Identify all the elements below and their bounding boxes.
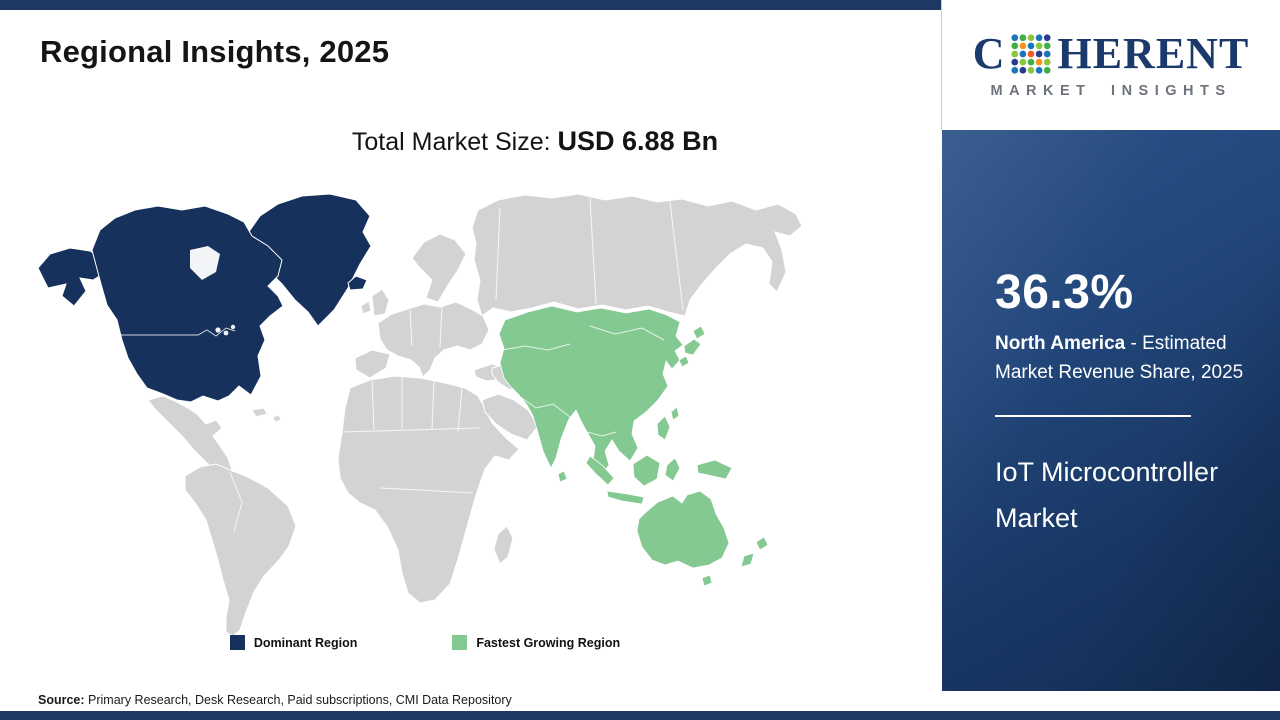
logo-wordmark: C HERENT [972,28,1250,78]
map-island-sumatra [585,455,615,486]
map-island-borneo [632,454,661,487]
map-region-asia-mainland [498,305,684,477]
border-russia-1 [495,207,501,301]
sidebar-divider-line [995,415,1191,417]
map-region-mexico-central-america [147,395,233,481]
map-country-greenland [247,193,372,327]
border-africa-1 [371,380,375,431]
great-lake-2 [223,330,229,336]
market-size-value: USD 6.88 Bn [557,126,719,156]
map-region-alaska [37,247,107,307]
legend-item-fastest-growing: Fastest Growing Region [452,635,620,650]
map-island-tasmania [701,574,713,587]
company-logo: C HERENT MARKET INSIGHTS [942,0,1280,130]
map-country-sri-lanka [557,470,568,483]
border-russia-2 [589,197,597,305]
border-indochina [586,431,617,437]
market-size-label: Total Market Size: [351,128,551,156]
border-africa-3 [431,378,435,430]
border-russia-3 [669,201,684,311]
map-water-features [190,246,236,336]
legend-swatch-dominant [229,635,245,650]
legend-label-dominant: Dominant Region [253,635,358,650]
top-accent-bar [0,0,941,10]
border-south-america [229,471,243,533]
hudson-bay [190,246,220,280]
map-island-kyushu [678,355,690,368]
map-land-other-regions [147,193,803,637]
map-island-nz-north [755,536,769,551]
map-region-europe-mainland [377,301,490,378]
border-india-north [518,395,571,418]
map-region-north-america [37,193,372,403]
market-share-region: North America [995,333,1126,354]
border-usa-canada [118,327,236,337]
map-island-hokkaido [692,325,706,340]
map-country-russia [471,193,803,317]
market-name: IoT Microcontroller Market [995,457,1219,534]
map-country-uk [371,288,390,317]
map-country-spain [354,349,391,379]
map-island-honshu [683,338,702,356]
market-share-description: North America - Estimated Market Revenue… [995,330,1253,387]
market-share-desc-text: - Estimated Market Revenue Share, 2025 [995,333,1244,383]
border-africa-central [379,487,474,494]
border-china-mongolia [589,325,665,341]
map-country-philippines [656,415,671,441]
map-region-arabia [481,393,539,441]
border-europe-2 [439,305,443,349]
map-region-asia-pacific [498,305,769,587]
highlight-sidebar: 36.3% North America - Estimated Market R… [942,130,1280,691]
market-size-heading: Total Market Size: USD 6.88 Bn [130,126,940,157]
border-africa-sahel [341,427,481,433]
logo-letter-c: C [972,28,1006,78]
map-country-madagascar [493,525,514,565]
map-legend: Dominant Region Fastest Growing Region [30,635,820,650]
map-region-south-america [184,463,297,637]
legend-item-dominant: Dominant Region [229,635,358,650]
market-share-value: 36.3% [995,266,1134,319]
map-region-canada-usa [91,205,284,403]
map-island-java [606,490,645,505]
page-title: Regional Insights, 2025 [40,34,390,69]
logo-letters-herent: HERENT [1057,28,1250,78]
source-label: Source: [38,693,85,707]
border-europe-1 [409,309,413,347]
logo-dot-o [1011,33,1052,74]
map-country-borders [118,197,684,533]
source-note: Source: Primary Research, Desk Research,… [38,693,512,707]
great-lake-1 [215,327,221,333]
map-island-new-guinea [696,459,733,480]
great-lake-3 [230,324,236,330]
legend-label-fastest-growing: Fastest Growing Region [476,635,621,650]
border-kazakhstan-south [501,343,571,351]
map-island-sulawesi [664,457,681,482]
map-country-taiwan [670,406,680,421]
logo-divider-line [941,0,942,130]
logo-tagline: MARKET INSIGHTS [990,82,1232,99]
bottom-accent-bar [0,711,1280,720]
map-country-scandinavia [411,233,467,303]
world-map [37,193,803,637]
border-africa-4 [457,386,463,433]
map-country-iceland [347,275,368,291]
source-text: Primary Research, Desk Research, Paid su… [84,693,512,707]
map-island-cuba [251,407,268,418]
map-region-africa [337,375,520,604]
map-island-hispaniola [272,414,282,423]
legend-swatch-fastest-growing [452,635,468,650]
map-island-nz-south [740,552,755,568]
map-country-ireland [360,300,372,315]
map-country-australia [636,490,730,569]
